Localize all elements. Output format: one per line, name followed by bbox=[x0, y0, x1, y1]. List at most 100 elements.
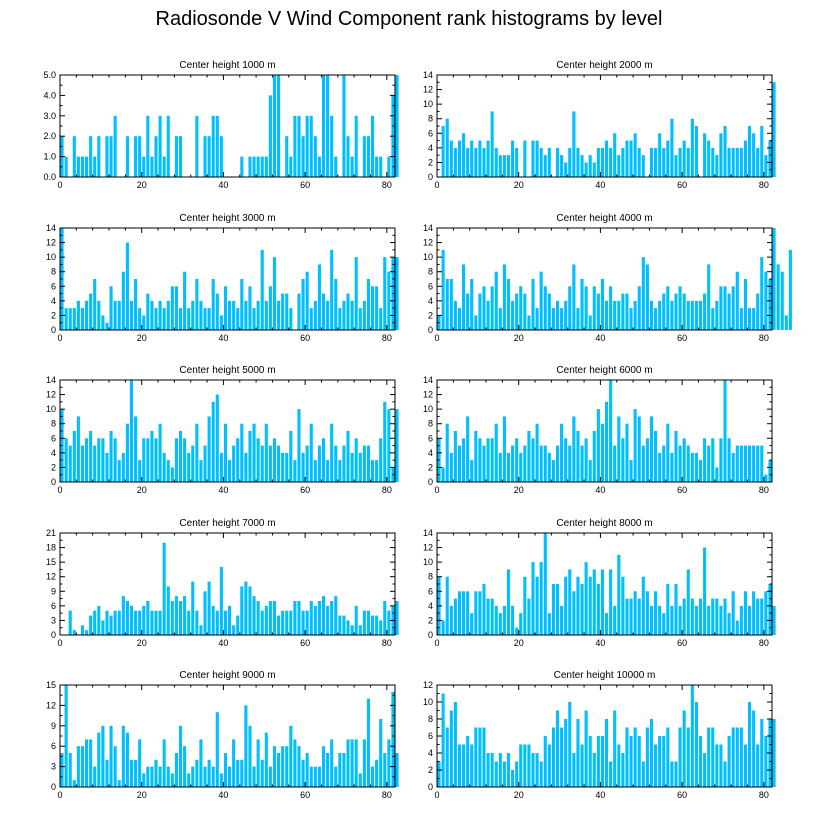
histogram-bar bbox=[772, 719, 776, 787]
histogram-bar bbox=[756, 293, 760, 330]
histogram-bar bbox=[576, 147, 580, 177]
histogram-bar bbox=[682, 438, 686, 482]
histogram-bar bbox=[121, 596, 125, 635]
histogram-bar bbox=[370, 460, 375, 482]
histogram-bar bbox=[478, 438, 482, 482]
histogram-bar bbox=[531, 438, 535, 482]
histogram-bar bbox=[134, 279, 138, 330]
histogram-bar bbox=[474, 147, 478, 177]
histogram-bar bbox=[187, 610, 191, 635]
histogram-bar bbox=[727, 613, 731, 635]
histogram-bar bbox=[203, 308, 207, 330]
y-tick-label: 6 bbox=[51, 281, 56, 291]
histogram-bar bbox=[260, 759, 264, 787]
histogram-bar bbox=[629, 460, 633, 482]
histogram-bar bbox=[494, 147, 498, 177]
histogram-bar bbox=[498, 155, 502, 177]
histogram-bar bbox=[223, 286, 227, 330]
histogram-bar bbox=[379, 438, 383, 482]
histogram-bar bbox=[256, 739, 260, 787]
histogram-bar bbox=[649, 147, 654, 177]
histogram-bar bbox=[768, 279, 772, 330]
histogram-bar bbox=[178, 725, 183, 787]
histogram-bar bbox=[125, 423, 129, 482]
histogram-bar bbox=[125, 242, 129, 330]
histogram-bar bbox=[313, 136, 317, 177]
histogram-bar bbox=[747, 445, 752, 482]
histogram-bar bbox=[735, 147, 739, 177]
histogram-bar bbox=[752, 591, 756, 635]
histogram-bar bbox=[707, 605, 711, 635]
histogram-bar bbox=[535, 140, 539, 177]
histogram-bar bbox=[605, 613, 609, 635]
histogram-bar bbox=[674, 431, 678, 482]
histogram-bar bbox=[596, 147, 600, 177]
histogram-bar bbox=[64, 308, 68, 330]
histogram-bar bbox=[752, 308, 756, 330]
histogram-bar bbox=[621, 753, 625, 787]
y-tick-label: 10 bbox=[423, 99, 433, 109]
histogram-bar bbox=[72, 136, 76, 177]
histogram-bar bbox=[85, 156, 89, 177]
x-tick-label: 80 bbox=[382, 790, 392, 800]
x-tick-label: 0 bbox=[57, 180, 62, 190]
histogram-bar bbox=[101, 438, 105, 482]
histogram-bar bbox=[109, 615, 113, 635]
histogram-bar bbox=[244, 300, 248, 330]
histogram-bar bbox=[117, 610, 121, 635]
histogram-bar bbox=[256, 438, 260, 482]
histogram-bar bbox=[449, 279, 453, 330]
histogram-bar bbox=[609, 286, 613, 330]
histogram-bar bbox=[474, 727, 478, 787]
histogram-bar bbox=[379, 156, 383, 177]
histogram-bar bbox=[462, 591, 466, 635]
histogram-bar bbox=[523, 140, 527, 177]
histogram-bar bbox=[629, 308, 633, 330]
y-tick-label: 12 bbox=[46, 238, 56, 248]
histogram-bar bbox=[625, 598, 629, 635]
x-tick-label: 40 bbox=[218, 333, 228, 343]
y-tick-label: 12 bbox=[46, 390, 56, 400]
histogram-bar bbox=[305, 115, 309, 177]
histogram-bar bbox=[555, 300, 560, 330]
histogram-bar bbox=[264, 156, 268, 177]
histogram-bar bbox=[457, 744, 462, 787]
histogram-bar bbox=[285, 293, 289, 330]
histogram-bar bbox=[727, 736, 731, 787]
histogram-bar bbox=[584, 162, 588, 177]
histogram-bar bbox=[466, 293, 470, 330]
histogram-bar bbox=[301, 136, 305, 177]
histogram-bar bbox=[654, 744, 658, 787]
histogram-bar bbox=[97, 605, 101, 635]
histogram-bar bbox=[506, 279, 511, 330]
histogram-bar bbox=[370, 286, 375, 330]
histogram-bar bbox=[228, 460, 232, 482]
histogram-bar bbox=[470, 613, 474, 635]
x-tick-label: 40 bbox=[218, 790, 228, 800]
histogram-bar bbox=[707, 445, 711, 482]
histogram-bar bbox=[511, 605, 515, 635]
x-tick-label: 80 bbox=[382, 333, 392, 343]
histogram-bar bbox=[342, 300, 346, 330]
histogram-bar bbox=[633, 300, 637, 330]
histogram-bar bbox=[662, 147, 666, 177]
histogram-bar bbox=[383, 257, 387, 330]
histogram-bar bbox=[260, 156, 264, 177]
histogram-bar bbox=[511, 445, 515, 482]
histogram-bar bbox=[289, 725, 293, 787]
histogram-bar bbox=[375, 759, 379, 787]
histogram-bar bbox=[93, 610, 97, 635]
histogram-bar bbox=[76, 300, 80, 330]
histogram-bar bbox=[539, 761, 543, 787]
histogram-bar bbox=[174, 438, 178, 482]
histogram-bar bbox=[138, 136, 142, 177]
y-tick-label: 3 bbox=[51, 762, 56, 772]
histogram-bar bbox=[641, 257, 645, 330]
y-tick-label: 2 bbox=[51, 462, 56, 472]
y-tick-label: 8 bbox=[428, 114, 433, 124]
histogram-bar bbox=[719, 438, 723, 482]
histogram-bar bbox=[142, 773, 146, 787]
histogram-bar bbox=[445, 727, 449, 787]
histogram-bar bbox=[93, 445, 97, 482]
histogram-bar bbox=[768, 460, 772, 482]
